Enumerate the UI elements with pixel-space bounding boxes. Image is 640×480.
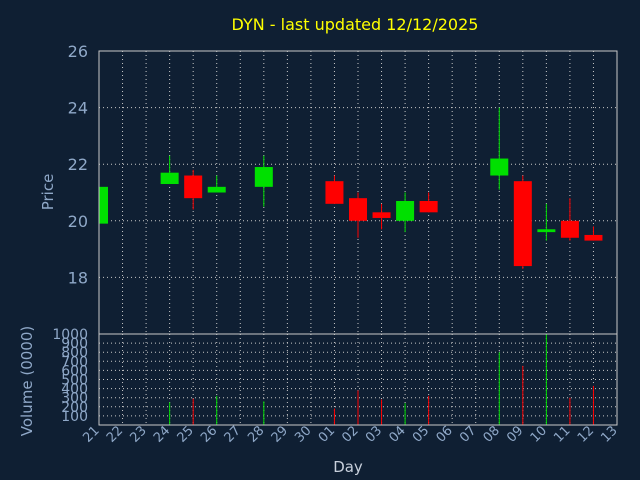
volume-tick-label: 600 <box>61 363 88 379</box>
volume-tick-label: 700 <box>61 354 88 370</box>
price-tick-label: 24 <box>68 99 88 118</box>
volume-tick-label: 500 <box>61 373 88 389</box>
volume-plot-frame <box>98 333 618 426</box>
price-tick-label: 20 <box>68 212 88 231</box>
volume-axis-label: Volume (0000) <box>18 326 36 436</box>
price-tick-label: 22 <box>68 155 88 174</box>
candle-body <box>184 175 203 199</box>
x-axis-label: Day <box>333 458 363 476</box>
volume-tick-label: 100 <box>61 409 88 425</box>
volume-tick-label: 200 <box>61 400 88 416</box>
volume-bars <box>169 334 594 425</box>
volume-tick-label: 900 <box>61 336 88 352</box>
candle-body <box>207 186 226 193</box>
price-tick-label: 26 <box>68 42 88 61</box>
candles <box>98 107 603 269</box>
candle-body <box>513 181 532 267</box>
candle-body <box>99 186 108 224</box>
candle-body <box>560 220 579 238</box>
candle-body <box>584 234 603 241</box>
candle-body <box>537 229 556 233</box>
candle-body <box>419 200 438 213</box>
candle-body <box>325 181 344 204</box>
x-tick-labels: 21 22 23 24 25 26 27 28 29 30 01 02 03 04 05 06 07 08 09 10… <box>80 423 620 445</box>
price-axis-label: Price <box>39 174 57 211</box>
candle-body <box>396 200 415 221</box>
candle-body <box>490 158 509 176</box>
price-tick-labels: 18 20 22 24 26 <box>68 42 88 287</box>
price-tick-label: 18 <box>68 268 88 287</box>
candle-body <box>372 212 391 218</box>
volume-tick-label: 300 <box>61 391 88 407</box>
candle-body <box>160 172 179 185</box>
volume-tick-label: 1000 <box>52 327 88 343</box>
candle-body <box>254 167 273 187</box>
volume-tick-label: 800 <box>61 345 88 361</box>
volume-tick-label: 400 <box>61 382 88 398</box>
chart-title: DYN - last updated 12/12/2025 <box>232 15 479 34</box>
candle-body <box>349 198 367 221</box>
